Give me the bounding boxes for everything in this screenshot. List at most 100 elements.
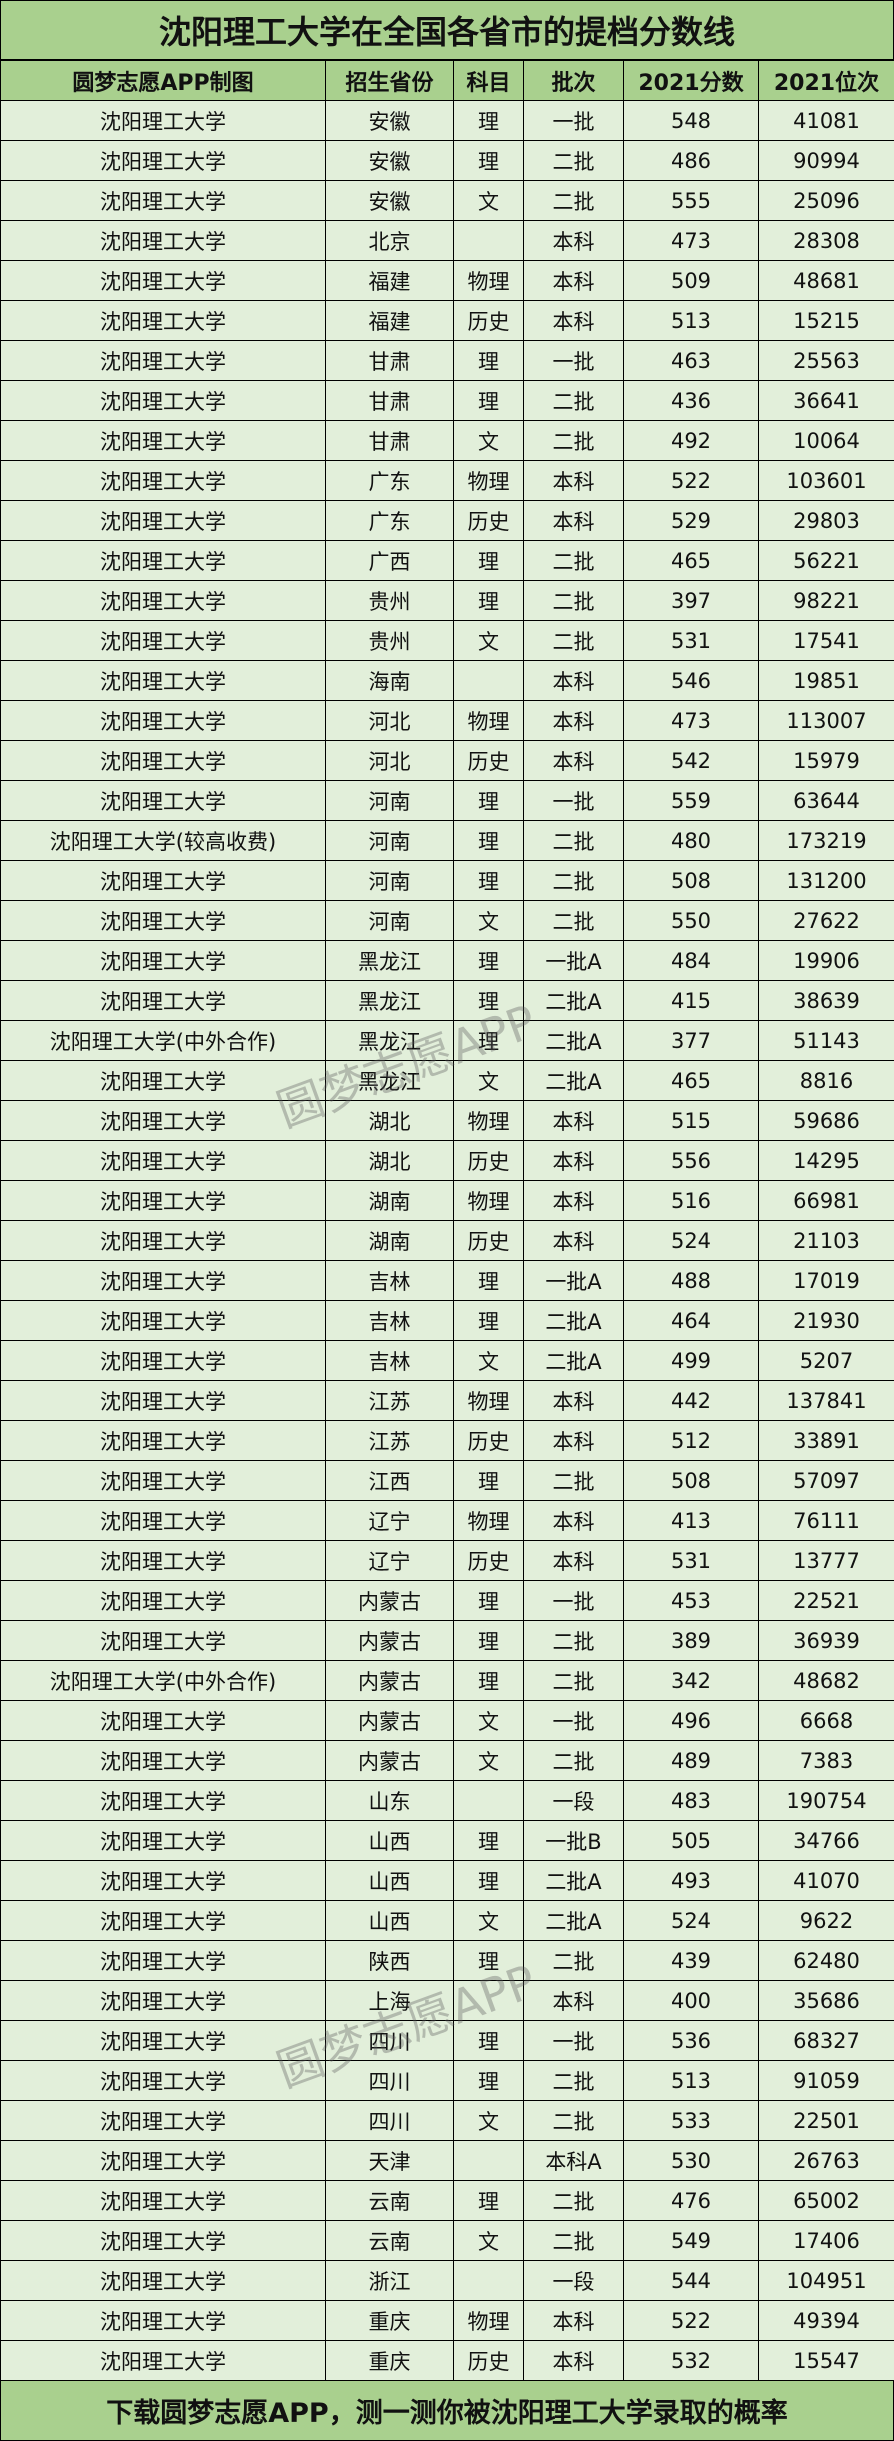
cell-subject: 历史 — [453, 2340, 524, 2381]
cell-score: 550 — [623, 900, 759, 941]
cell-subject: 理 — [453, 1020, 524, 1061]
cell-score: 496 — [623, 1700, 759, 1741]
cell-batch: 二批 — [523, 2100, 624, 2141]
cell-school: 沈阳理工大学 — [0, 380, 326, 421]
cell-province: 辽宁 — [325, 1540, 454, 1581]
cell-province: 广东 — [325, 500, 454, 541]
cell-batch: 本科A — [523, 2140, 624, 2181]
cell-batch: 本科 — [523, 220, 624, 261]
table-row: 沈阳理工大学 黑龙江理一批A 484 19906 — [0, 940, 894, 981]
cell-subject: 物理 — [453, 1100, 524, 1141]
cell-subject: 物理 — [453, 1500, 524, 1541]
cell-school: 沈阳理工大学 — [0, 940, 326, 981]
cell-batch: 二批 — [523, 580, 624, 621]
cell-school: 沈阳理工大学 — [0, 1380, 326, 1421]
cell-batch: 本科 — [523, 1140, 624, 1181]
cell-batch: 本科 — [523, 660, 624, 701]
cell-rank: 5207 — [758, 1340, 894, 1381]
cell-subject: 物理 — [453, 1180, 524, 1221]
cell-school: 沈阳理工大学 — [0, 2180, 326, 2221]
cell-score: 492 — [623, 420, 759, 461]
column-header-batch: 批次 — [523, 60, 624, 101]
table-row: 沈阳理工大学 黑龙江文二批A 465 8816 — [0, 1060, 894, 1101]
cell-rank: 34766 — [758, 1820, 894, 1861]
cell-batch: 本科 — [523, 1180, 624, 1221]
cell-school: 沈阳理工大学 — [0, 1260, 326, 1301]
cell-rank: 103601 — [758, 460, 894, 501]
cell-batch: 一批A — [523, 940, 624, 981]
cell-school: 沈阳理工大学 — [0, 2340, 326, 2381]
cell-rank: 22521 — [758, 1580, 894, 1621]
cell-score: 548 — [623, 100, 759, 141]
cell-school: 沈阳理工大学 — [0, 1460, 326, 1501]
cell-school: 沈阳理工大学 — [0, 980, 326, 1021]
cell-rank: 15979 — [758, 740, 894, 781]
cell-score: 415 — [623, 980, 759, 1021]
cell-batch: 二批 — [523, 860, 624, 901]
cell-rank: 15215 — [758, 300, 894, 341]
cell-rank: 90994 — [758, 140, 894, 181]
cell-rank: 66981 — [758, 1180, 894, 1221]
cell-score: 476 — [623, 2180, 759, 2221]
table-row: 沈阳理工大学 湖北 历史 本科 556 14295 — [0, 1140, 894, 1181]
cell-batch: 一段 — [523, 1780, 624, 1821]
table-row: 沈阳理工大学 内蒙古文二批 489 7383 — [0, 1740, 894, 1781]
cell-score: 473 — [623, 700, 759, 741]
cell-school: 沈阳理工大学 — [0, 1540, 326, 1581]
cell-rank: 19906 — [758, 940, 894, 981]
cell-score: 536 — [623, 2020, 759, 2061]
page-title: 沈阳理工大学在全国各省市的提档分数线 — [0, 0, 894, 60]
cell-province: 黑龙江 — [325, 980, 454, 1021]
table-row: 沈阳理工大学(中外合作) 黑龙江理二批A 377 51143 — [0, 1020, 894, 1061]
table-row: 沈阳理工大学 四川理一批 536 68327 — [0, 2020, 894, 2061]
cell-batch: 二批A — [523, 1060, 624, 1101]
cell-rank: 56221 — [758, 540, 894, 581]
cell-school: 沈阳理工大学 — [0, 300, 326, 341]
cell-school: 沈阳理工大学(较高收费) — [0, 820, 326, 861]
cell-score: 389 — [623, 1620, 759, 1661]
cell-school: 沈阳理工大学 — [0, 1420, 326, 1461]
table-row: 沈阳理工大学 云南理二批 476 65002 — [0, 2180, 894, 2221]
table-row: 沈阳理工大学 北京 本科 473 28308 — [0, 220, 894, 261]
cell-school: 沈阳理工大学 — [0, 180, 326, 221]
cell-score: 522 — [623, 2300, 759, 2341]
table-row: 沈阳理工大学(较高收费) 河南理二批 480 173219 — [0, 820, 894, 861]
cell-rank: 15547 — [758, 2340, 894, 2381]
cell-school: 沈阳理工大学 — [0, 780, 326, 821]
cell-school: 沈阳理工大学 — [0, 1780, 326, 1821]
cell-batch: 二批A — [523, 1900, 624, 1941]
cell-subject: 理 — [453, 860, 524, 901]
cell-score: 530 — [623, 2140, 759, 2181]
cell-rank: 14295 — [758, 1140, 894, 1181]
cell-school: 沈阳理工大学 — [0, 580, 326, 621]
cell-province: 内蒙古 — [325, 1700, 454, 1741]
cell-rank: 21930 — [758, 1300, 894, 1341]
cell-rank: 22501 — [758, 2100, 894, 2141]
cell-batch: 二批 — [523, 1660, 624, 1701]
cell-school: 沈阳理工大学 — [0, 700, 326, 741]
cell-batch: 二批 — [523, 1740, 624, 1781]
cell-subject — [453, 2140, 524, 2181]
cell-school: 沈阳理工大学 — [0, 100, 326, 141]
cell-rank: 48681 — [758, 260, 894, 301]
cell-batch: 本科 — [523, 1500, 624, 1541]
cell-province: 河南 — [325, 820, 454, 861]
cell-rank: 19851 — [758, 660, 894, 701]
cell-subject: 理 — [453, 1460, 524, 1501]
table-row: 沈阳理工大学 河北 历史 本科 542 15979 — [0, 740, 894, 781]
table-row: 沈阳理工大学 吉林理一批A 488 17019 — [0, 1260, 894, 1301]
cell-batch: 二批 — [523, 180, 624, 221]
cell-province: 四川 — [325, 2100, 454, 2141]
table-row: 沈阳理工大学(中外合作) 内蒙古理二批 342 48682 — [0, 1660, 894, 1701]
cell-province: 吉林 — [325, 1340, 454, 1381]
cell-batch: 二批 — [523, 2060, 624, 2101]
table-row: 沈阳理工大学 辽宁 物理 本科 413 76111 — [0, 1500, 894, 1541]
table-row: 沈阳理工大学 江西理二批 508 57097 — [0, 1460, 894, 1501]
cell-batch: 本科 — [523, 1420, 624, 1461]
cell-subject: 理 — [453, 820, 524, 861]
cell-rank: 7383 — [758, 1740, 894, 1781]
cell-subject: 历史 — [453, 1220, 524, 1261]
cell-province: 天津 — [325, 2140, 454, 2181]
column-header-rank: 2021位次 — [758, 60, 894, 101]
cell-province: 安徽 — [325, 180, 454, 221]
